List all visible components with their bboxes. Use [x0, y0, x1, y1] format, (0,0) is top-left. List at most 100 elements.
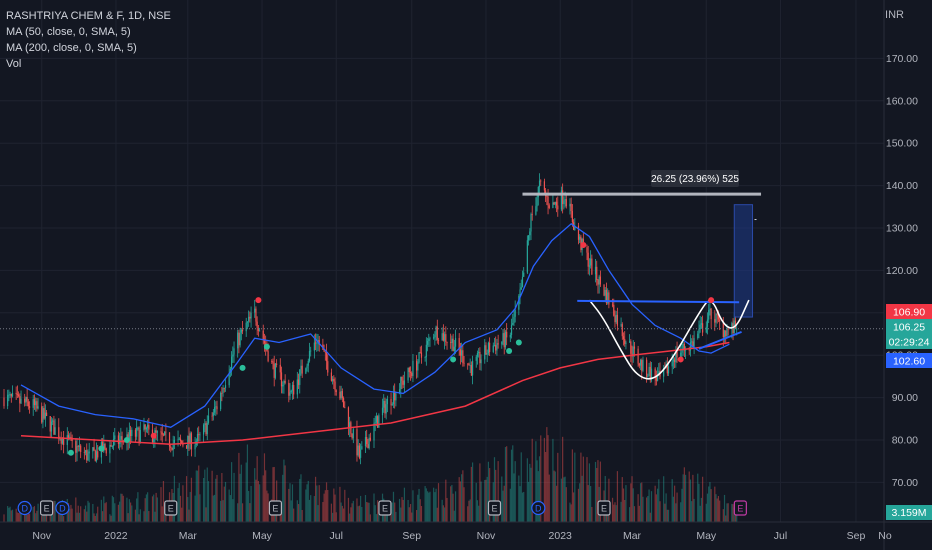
candle — [211, 412, 213, 421]
symbol-title[interactable]: RASHTRIYA CHEM & F, 1D, NSE — [6, 10, 171, 22]
candle — [555, 197, 558, 213]
candle — [642, 356, 644, 373]
volume-legend[interactable]: Vol — [6, 58, 22, 70]
volume-bar — [41, 515, 43, 522]
candle-body — [588, 265, 591, 267]
volume-bar — [426, 491, 429, 522]
candle — [484, 339, 486, 364]
candle-body — [60, 438, 62, 444]
candle-body — [509, 334, 511, 338]
time-tick-label: Nov — [32, 530, 51, 542]
candle — [407, 367, 409, 383]
candle — [563, 196, 565, 210]
candle — [403, 371, 406, 393]
volume-bar — [33, 506, 36, 522]
candle-body — [594, 266, 597, 275]
candle-body — [188, 435, 190, 444]
candle-body — [468, 363, 470, 366]
volume-bar — [647, 495, 649, 522]
volume-bar — [139, 509, 141, 522]
candle — [139, 421, 141, 444]
volume-bar — [727, 503, 729, 522]
candle — [656, 367, 659, 382]
candle-body — [36, 401, 38, 409]
candle — [162, 433, 165, 437]
candle — [493, 338, 496, 347]
volume-bar — [642, 496, 644, 522]
candle-body — [674, 359, 676, 363]
volume-bar — [450, 486, 452, 522]
candle-body — [78, 445, 81, 447]
candle-body — [77, 446, 79, 448]
volume-bar — [290, 500, 292, 522]
volume-bar — [94, 515, 96, 522]
candle — [352, 427, 354, 444]
candle — [241, 321, 244, 335]
candle — [41, 402, 43, 424]
volume-bar — [681, 488, 683, 522]
volume-bar — [523, 491, 525, 522]
candle — [395, 391, 397, 407]
volume-bar — [246, 444, 249, 522]
candle — [173, 436, 175, 450]
volume-bar — [25, 512, 27, 522]
ma200-legend[interactable]: MA (200, close, 0, SMA, 5) — [6, 42, 137, 54]
candle-body — [35, 401, 37, 406]
candle-body — [263, 339, 266, 344]
candle — [3, 389, 5, 409]
candle-body — [306, 365, 308, 369]
candle — [639, 358, 642, 371]
volume-bar — [369, 514, 371, 522]
volume-bar — [87, 500, 89, 522]
volume-bar — [313, 496, 315, 522]
volume-bar — [324, 490, 326, 522]
volume-bar — [364, 495, 367, 522]
volume-bar — [732, 504, 734, 522]
candle — [213, 399, 216, 416]
candle-body — [59, 438, 61, 440]
volume-bar — [692, 474, 694, 522]
volume-bar — [552, 438, 554, 522]
volume-bar — [682, 474, 684, 522]
time-tick-label: 2022 — [104, 530, 128, 542]
volume-bar — [238, 452, 240, 522]
candle — [19, 393, 21, 413]
candle-body — [717, 315, 720, 320]
candle-body — [394, 391, 396, 401]
time-tick-label: Mar — [623, 530, 642, 542]
candle — [714, 310, 716, 331]
volume-bar — [698, 483, 700, 522]
volume-bar — [19, 509, 21, 522]
candle — [529, 228, 531, 241]
candle — [527, 235, 530, 246]
volume-bar — [216, 474, 218, 522]
volume-bar — [282, 474, 284, 522]
candle — [390, 392, 392, 415]
candle-body — [424, 357, 426, 358]
volume-bar — [297, 504, 300, 522]
candle — [587, 245, 589, 275]
ma50-legend[interactable]: MA (50, close, 0, SMA, 5) — [6, 26, 131, 38]
candle-body — [361, 446, 363, 450]
candle-body — [63, 437, 65, 445]
candle — [199, 431, 201, 442]
candle — [32, 394, 34, 416]
candle — [538, 173, 541, 194]
candle — [164, 431, 166, 436]
volume-bar — [67, 503, 70, 522]
candle-body — [596, 266, 598, 281]
candle-body — [114, 435, 116, 440]
volume-bar — [699, 505, 701, 522]
candle — [598, 274, 600, 294]
candle — [471, 355, 474, 385]
candle — [360, 443, 362, 465]
candle — [684, 346, 687, 360]
volume-bar — [614, 502, 616, 522]
candle — [280, 366, 283, 394]
volume-bar — [42, 514, 44, 522]
earnings-badge: E — [268, 500, 283, 516]
candle-body — [571, 211, 573, 223]
candle-body — [349, 422, 351, 429]
